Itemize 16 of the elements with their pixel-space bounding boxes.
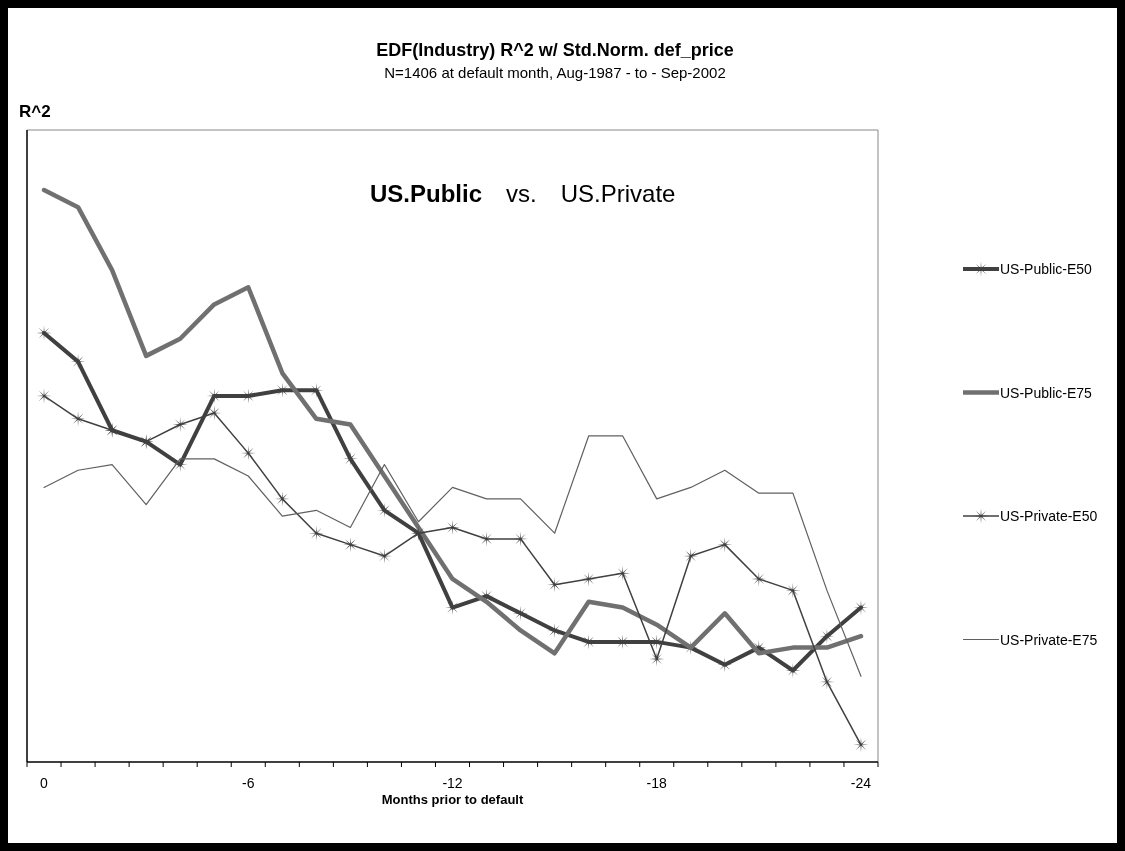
annotation: US.Private	[560, 180, 676, 207]
legend-label: US-Public-E50	[1000, 261, 1093, 277]
x-tick-label: -12	[442, 775, 463, 791]
x-tick-label: 0	[40, 775, 49, 791]
y-axis-title: R^2	[19, 102, 51, 121]
legend-label: US-Private-E75	[1000, 631, 1098, 648]
x-axis-title: Months prior to default	[381, 792, 524, 807]
chart-title: EDF(Industry) R^2 w/ Std.Norm. def_price	[376, 40, 734, 60]
x-tick-label: -18	[646, 775, 668, 791]
x-tick-label: -6	[242, 775, 255, 791]
chart-subtitle: N=1406 at default month, Aug-1987 - to - Sep-2002	[384, 64, 726, 81]
legend-label: US-Private-E50	[1000, 508, 1098, 524]
annotation: vs.	[506, 180, 537, 207]
annotation: US.Public	[370, 180, 483, 207]
x-tick-label: -24	[850, 775, 872, 791]
legend-label: US-Public-E75	[1000, 384, 1093, 401]
